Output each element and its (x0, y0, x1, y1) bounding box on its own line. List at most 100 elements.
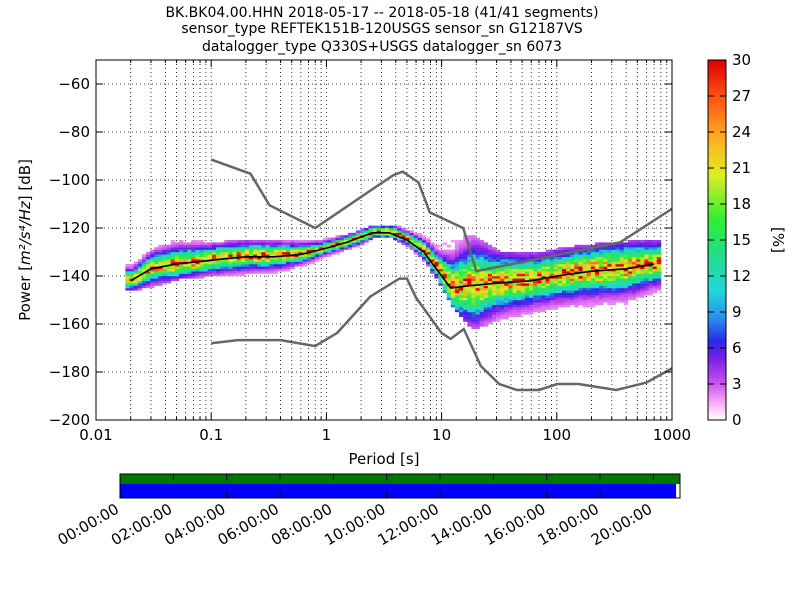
heatmap-cell (368, 230, 373, 233)
heatmap-cell (471, 297, 476, 301)
heatmap-cell (133, 261, 139, 265)
heatmap-cell (479, 292, 485, 296)
heatmap-cell (640, 244, 645, 248)
heatmap-cell (195, 261, 200, 265)
heatmap-cell (166, 273, 172, 277)
heatmap-cell (401, 228, 406, 231)
heatmap-cell (491, 314, 497, 317)
heatmap-cell (335, 247, 340, 250)
heatmap-cell (570, 256, 575, 260)
heatmap-cell (533, 290, 538, 293)
heatmap-cell (150, 278, 155, 281)
heatmap-cell (232, 254, 237, 257)
heatmap-cell (166, 276, 172, 279)
heatmap-cell (561, 290, 567, 293)
heatmap-cell (471, 314, 476, 317)
heatmap-cell (273, 244, 279, 248)
heatmap-cell (459, 256, 464, 260)
heatmap-cell (594, 256, 600, 260)
heatmap-cell (656, 256, 662, 260)
heatmap-cell (454, 283, 460, 286)
heatmap-cell (232, 252, 237, 255)
heatmap-cell (240, 266, 246, 269)
heatmap-cell (459, 261, 464, 265)
heatmap-cell (207, 268, 213, 272)
heatmap-cell (248, 244, 254, 248)
heatmap-cell (335, 252, 340, 255)
heatmap-cell (619, 268, 625, 272)
heatmap-cell (627, 280, 633, 284)
heatmap-cell (500, 290, 505, 293)
heatmap-cell (471, 316, 476, 320)
heatmap-cell (582, 278, 587, 281)
heatmap-cell (129, 271, 134, 274)
heatmap-cell (463, 292, 468, 296)
heatmap-cell (232, 268, 237, 272)
heatmap-cell (236, 261, 242, 265)
heatmap-cell (228, 240, 233, 243)
heatmap-cell (652, 283, 658, 286)
heatmap-cell (557, 261, 563, 265)
heatmap-cell (553, 295, 559, 298)
heatmap-cell (640, 278, 645, 281)
colorbar-tick-label: 12 (732, 267, 751, 285)
heatmap-cell (459, 264, 464, 267)
heatmap-cell (553, 304, 559, 308)
heatmap-cell (619, 288, 625, 291)
heatmap-cell (244, 242, 250, 245)
heatmap-cell (199, 266, 204, 269)
heatmap-cell (619, 295, 625, 298)
heatmap-cell (553, 266, 559, 269)
heatmap-cell (298, 242, 303, 245)
heatmap-cell (508, 297, 513, 301)
heatmap-cell (459, 300, 464, 303)
heatmap-cell (286, 249, 291, 253)
heatmap-cell (364, 240, 369, 243)
heatmap-cell (632, 249, 637, 253)
heatmap-cell (487, 252, 493, 255)
heatmap-cell (615, 300, 620, 303)
heatmap-cell (467, 307, 472, 310)
heatmap-cell (594, 278, 600, 281)
heatmap-cell (594, 242, 600, 245)
heatmap-cell (454, 297, 460, 301)
heatmap-cell (232, 264, 237, 267)
heatmap-cell (545, 295, 550, 298)
heatmap-cell (438, 261, 443, 265)
heatmap-cell (413, 237, 419, 241)
heatmap-cell (496, 249, 501, 253)
heatmap-cell (578, 300, 583, 303)
heatmap-cell (471, 295, 476, 298)
heatmap-cell (253, 256, 258, 260)
heatmap-cell (483, 254, 489, 257)
heatmap-cell (228, 266, 233, 269)
heatmap-cell (483, 247, 489, 250)
heatmap-cell (397, 240, 402, 243)
heatmap-cell (273, 264, 279, 267)
heatmap-cell (232, 247, 237, 250)
heatmap-cell (273, 256, 279, 260)
heatmap-cell (627, 271, 633, 274)
heatmap-cell (491, 292, 497, 296)
heatmap-cell (471, 237, 476, 241)
heatmap-cell (652, 249, 658, 253)
heatmap-cell (541, 292, 546, 296)
heatmap-cell (508, 256, 513, 260)
heatmap-cell (479, 314, 485, 317)
heatmap-cell (516, 297, 522, 301)
heatmap-cell (158, 271, 163, 274)
heatmap-cell (166, 249, 172, 253)
heatmap-cell (640, 252, 645, 255)
heatmap-cell (314, 240, 320, 243)
heatmap-cell (450, 283, 456, 286)
heatmap-cell (504, 273, 509, 277)
heatmap-cell (516, 268, 522, 272)
heatmap-cell (623, 280, 629, 284)
x-axis-label: Period [s] (348, 450, 419, 468)
heatmap-cell (463, 288, 468, 291)
heatmap-cell (603, 283, 608, 286)
heatmap-cell (524, 295, 530, 298)
heatmap-cell (648, 247, 653, 250)
heatmap-cell (467, 321, 472, 325)
heatmap-cell (533, 302, 538, 305)
